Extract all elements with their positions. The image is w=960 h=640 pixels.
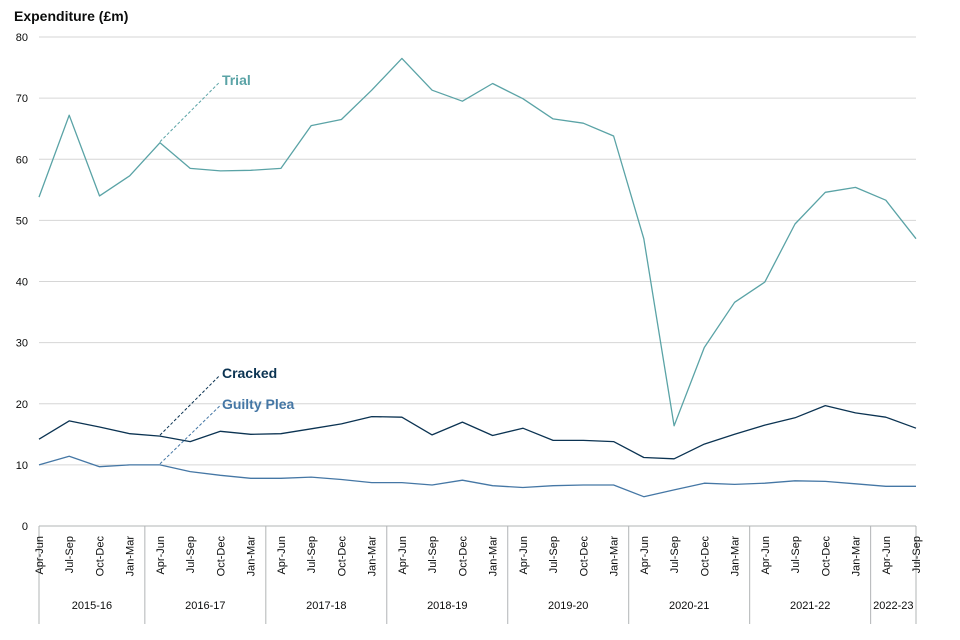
x-tick-label: Oct-Dec	[699, 536, 711, 577]
x-tick-label: Apr-Jun	[881, 536, 893, 575]
cracked-series-label: Cracked	[222, 365, 277, 381]
year-group-label: 2020-21	[669, 600, 709, 612]
x-tick-label: Oct-Dec	[820, 536, 832, 577]
x-axis-year-groups: 2015-16 2016-17 2017-18 2018-19 2019-20 2020-…	[72, 600, 914, 612]
y-tick-label: 10	[16, 460, 28, 472]
cracked-series-line	[38, 404, 917, 460]
x-tick-label: Jan-Mar	[609, 536, 621, 577]
guilty-plea-series-line	[38, 455, 916, 498]
x-tick-label: Oct-Dec	[457, 536, 469, 577]
x-tick-label: Jul-Sep	[548, 536, 560, 573]
y-tick-label: 50	[16, 215, 28, 227]
x-tick-label: Oct-Dec	[94, 536, 106, 577]
x-tick-label: Jul-Sep	[306, 536, 318, 573]
x-tick-label: Jul-Sep	[790, 536, 802, 573]
x-axis	[38, 525, 917, 624]
guilty-plea-series-label: Guilty Plea	[222, 396, 295, 412]
series-lines	[38, 57, 917, 498]
y-tick-label: 60	[16, 154, 28, 166]
x-tick-label: Apr-Jun	[276, 536, 288, 575]
series-labels: Trial Cracked Guilty Plea	[159, 72, 295, 465]
year-group-label: 2016-17	[185, 600, 225, 612]
trial-label-leader	[159, 81, 221, 143]
x-tick-label: Jul-Sep	[185, 536, 197, 573]
x-tick-label: Oct-Dec	[578, 536, 590, 577]
x-tick-label: Jan-Mar	[367, 536, 379, 577]
x-tick-label: Apr-Jun	[397, 536, 409, 575]
x-tick-label: Apr-Jun	[639, 536, 651, 575]
trial-series-label: Trial	[222, 72, 251, 88]
y-tick-label: 0	[22, 521, 28, 533]
y-axis-ticks: 0 10 20 30 40 50 60 70 80	[16, 32, 28, 533]
year-group-label: 2019-20	[548, 600, 588, 612]
x-tick-label: Jan-Mar	[851, 536, 863, 577]
x-tick-label: Jul-Sep	[669, 536, 681, 573]
year-group-label: 2022-23	[873, 600, 913, 612]
y-tick-label: 20	[16, 399, 28, 411]
x-tick-label: Jul-Sep	[64, 536, 76, 573]
x-tick-label: Jan-Mar	[125, 536, 137, 577]
x-tick-label: Jan-Mar	[488, 536, 500, 577]
x-tick-label: Jul-Sep	[427, 536, 439, 573]
x-tick-label: Oct-Dec	[336, 536, 348, 577]
y-axis-title: Expenditure (£m)	[14, 8, 128, 24]
guilty-plea-label-leader	[159, 405, 221, 465]
cracked-label-leader	[159, 374, 221, 436]
y-tick-label: 30	[16, 338, 28, 350]
year-group-label: 2021-22	[790, 600, 830, 612]
x-tick-label: Oct-Dec	[215, 536, 227, 577]
x-tick-label: Jan-Mar	[730, 536, 742, 577]
x-tick-label: Apr-Jun	[518, 536, 530, 575]
y-tick-label: 40	[16, 277, 28, 289]
trial-series-line	[38, 57, 917, 427]
x-tick-label: Apr-Jun	[760, 536, 772, 575]
x-tick-label: Jul-Sep	[911, 536, 923, 573]
y-tick-label: 70	[16, 93, 28, 105]
x-tick-label: Jan-Mar	[246, 536, 258, 577]
year-group-label: 2015-16	[72, 600, 112, 612]
gridlines	[39, 36, 916, 466]
x-axis-tick-labels: Apr-Jun Jul-Sep Oct-Dec Jan-Mar Apr-Jun Jul-S…	[34, 536, 923, 577]
x-tick-label: Apr-Jun	[34, 536, 46, 575]
y-tick-label: 80	[16, 32, 28, 44]
year-group-label: 2017-18	[306, 600, 346, 612]
year-group-label: 2018-19	[427, 600, 467, 612]
x-tick-label: Apr-Jun	[155, 536, 167, 575]
